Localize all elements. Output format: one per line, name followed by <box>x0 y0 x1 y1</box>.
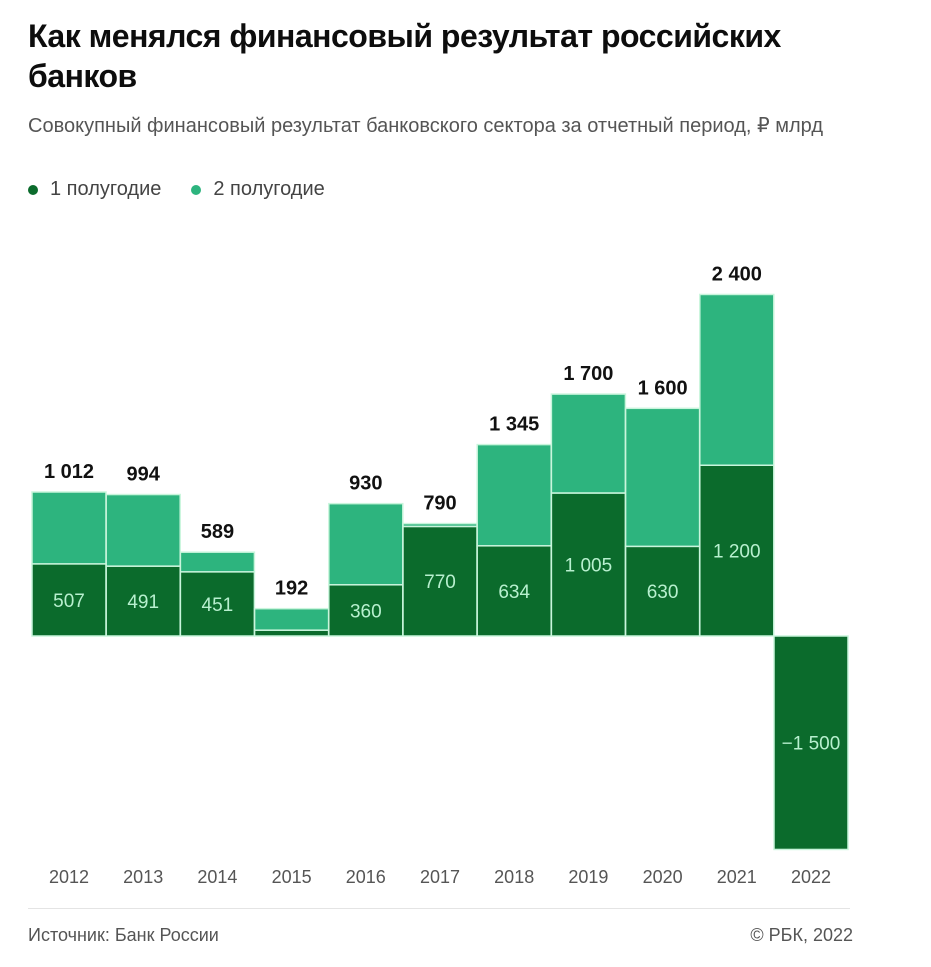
x-tick-label-2017: 2017 <box>420 867 460 887</box>
x-tick-label-2019: 2019 <box>568 867 608 887</box>
x-tick-label-2016: 2016 <box>346 867 386 887</box>
bar-h2-2018 <box>476 443 552 547</box>
total-label-2014: 589 <box>201 521 234 543</box>
x-tick-label-2018: 2018 <box>494 867 534 887</box>
inner-label-2019: 1 005 <box>565 555 613 576</box>
inner-label-2018: 634 <box>498 582 530 603</box>
total-label-2019: 1 700 <box>563 363 613 385</box>
legend-item-h2: 2 полугодие <box>191 178 325 201</box>
bar-h2-2017 <box>402 522 478 528</box>
legend-label-h2: 2 полугодие <box>213 178 325 200</box>
total-label-2018: 1 345 <box>489 414 539 436</box>
x-tick-label-2022: 2022 <box>791 867 831 887</box>
bar-h1-2012 <box>31 563 107 637</box>
bar-h1-2018 <box>476 545 552 637</box>
chart-title: Как менялся финансовый результат российс… <box>28 18 781 94</box>
x-tick-label-2013: 2013 <box>123 867 163 887</box>
legend: 1 полугодие 2 полугодие <box>28 178 355 201</box>
legend-marker-h2 <box>191 184 202 195</box>
x-tick-label-2020: 2020 <box>643 867 683 887</box>
total-label-2013: 994 <box>127 464 161 486</box>
chart-subtitle: Совокупный финансовый результат банковск… <box>28 115 824 137</box>
inner-label-2021: 1 200 <box>713 542 761 563</box>
x-tick-label-2014: 2014 <box>197 867 237 887</box>
x-tick-label-2021: 2021 <box>717 867 757 887</box>
bar-h1-2013 <box>105 565 181 637</box>
bar-h2-2020 <box>624 407 701 548</box>
total-label-2016: 930 <box>349 473 382 495</box>
total-label-2012: 1 012 <box>44 461 94 483</box>
total-label-2015: 192 <box>275 578 308 600</box>
inner-label-2014: 451 <box>202 595 234 616</box>
bar-h1-2021 <box>699 464 775 637</box>
source-note: Источник: Банк России <box>28 925 219 945</box>
total-label-2020: 1 600 <box>638 377 688 399</box>
inner-label-2020: 630 <box>647 582 679 603</box>
legend-label-h1: 1 полугодие <box>50 178 162 200</box>
bar-h2-2016 <box>328 502 404 586</box>
bar-h2-2021 <box>699 293 775 466</box>
bar-h2-2012 <box>31 491 107 565</box>
legend-marker-h1 <box>28 184 38 195</box>
x-tick-label-2015: 2015 <box>272 867 312 887</box>
bar-h2-2014 <box>179 551 256 573</box>
bar-h2-2013 <box>105 493 181 567</box>
bar-h1-2022 <box>773 635 849 851</box>
bar-h1-2014 <box>179 571 256 637</box>
inner-label-2017: 770 <box>424 572 456 593</box>
footer-divider <box>28 908 850 909</box>
bar-h2-2015 <box>253 607 330 631</box>
inner-label-2016: 360 <box>350 601 382 622</box>
bar-h1-2019 <box>550 492 627 637</box>
total-label-2021: 2 400 <box>712 263 762 285</box>
bar-h1-2015 <box>253 629 330 637</box>
total-label-2017: 790 <box>423 493 456 515</box>
x-tick-label-2012: 2012 <box>49 867 89 887</box>
bar-h2-2019 <box>550 393 627 494</box>
inner-label-2012: 507 <box>53 591 85 612</box>
legend-item-h1: 1 полугодие <box>28 178 161 201</box>
inner-label-2013: 491 <box>127 592 159 613</box>
copyright-note: © РБК, 2022 <box>750 925 853 945</box>
bar-h1-2016 <box>328 584 404 637</box>
inner-label-2022: −1 500 <box>782 734 841 755</box>
